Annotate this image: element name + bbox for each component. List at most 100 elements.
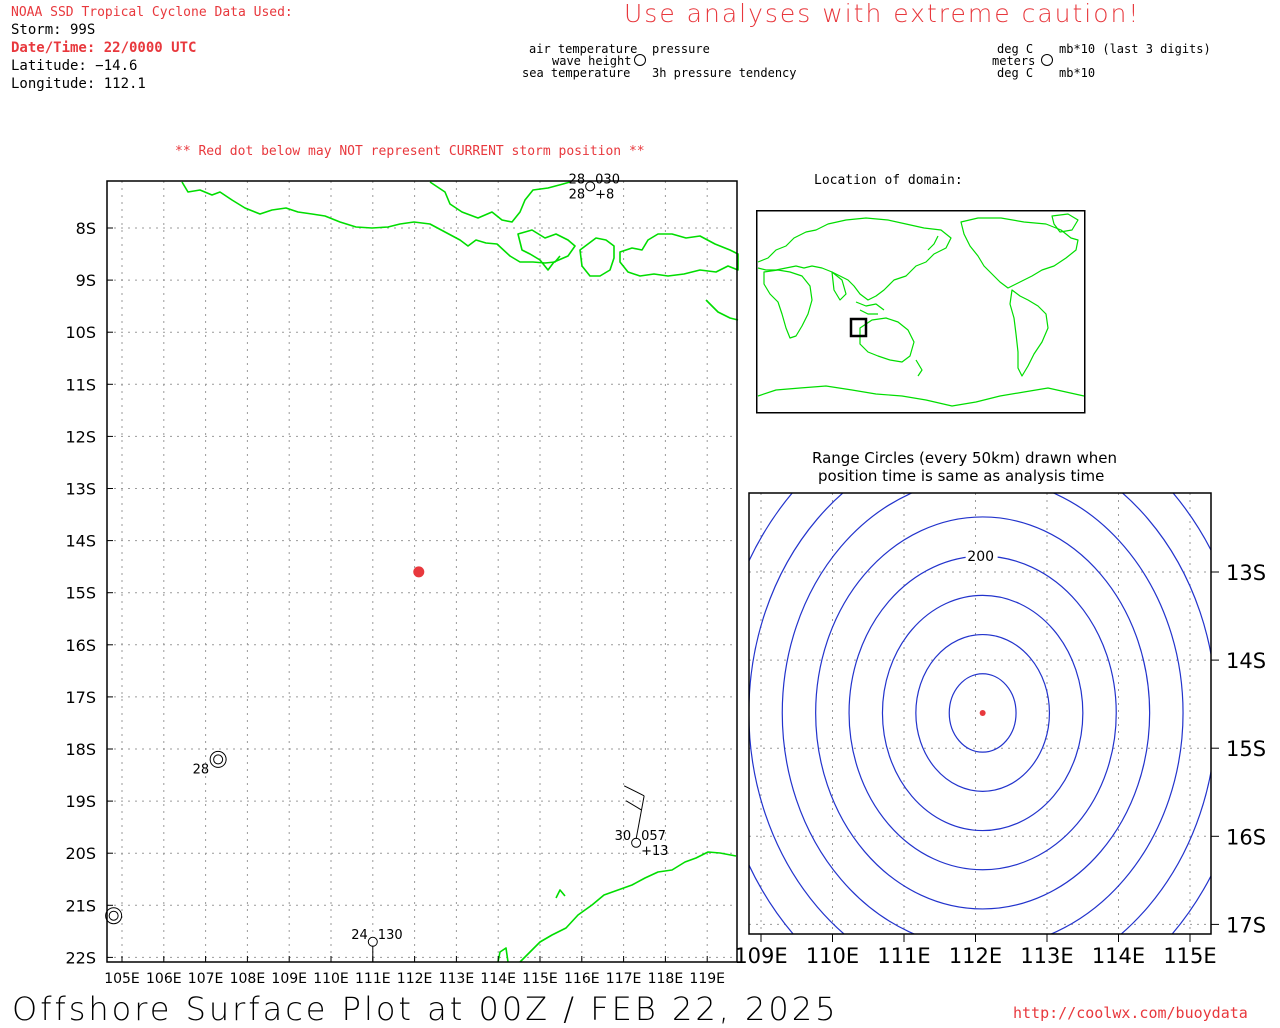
lon-tick-label: 109E — [271, 971, 307, 987]
storm-id: Storm: 99S — [11, 22, 96, 38]
storm-position-dot — [413, 566, 425, 578]
lat-tick-label: 11S — [65, 375, 96, 394]
station-pressure-tendency: +13 — [641, 844, 668, 859]
legend-air-temperature: air temperature — [529, 42, 638, 56]
range-lon-label: 111E — [877, 944, 930, 968]
lat-tick-label: 8S — [76, 219, 96, 238]
world-coastlines — [757, 213, 1085, 407]
lat-tick-label: 17S — [65, 688, 96, 707]
lon-tick-label: 116E — [564, 971, 600, 987]
lon-tick-label: 107E — [188, 971, 224, 987]
station-plot[interactable]: 30 057+13 — [615, 785, 669, 859]
lon-tick-label: 111E — [355, 971, 391, 987]
range-circle — [915, 633, 1051, 792]
legend-mb-bottom: mb*10 — [1059, 66, 1096, 80]
range-lat-label: 17S — [1226, 913, 1266, 937]
legend-mb-top: mb*10 (last 3 digits) — [1059, 42, 1211, 56]
legend-pressure-tendency: 3h pressure tendency — [652, 66, 797, 80]
range-label-background — [965, 547, 998, 564]
range-circle — [881, 594, 1084, 832]
range-lat-axis: 13S 14S 15S 16S 17S — [1211, 561, 1266, 937]
lon-tick-label: 108E — [230, 971, 266, 987]
range-lon-label: 113E — [1020, 944, 1073, 968]
caution-banner: Use analyses with extreme caution! — [624, 0, 1141, 28]
lat-tick-label: 21S — [65, 896, 96, 915]
station-outer-circle — [209, 750, 227, 768]
legend-pressure: pressure — [652, 42, 710, 56]
station-circle-icon — [1041, 54, 1053, 66]
main-map-grid — [107, 181, 737, 962]
station-circle-icon — [634, 54, 646, 66]
range-circle-label: 200 — [967, 549, 994, 565]
station-pressure: 057 — [641, 829, 666, 844]
range-lon-axis: 109E 110E 111E 112E 113E 114E 115E — [734, 934, 1217, 968]
lon-tick-label: 114E — [480, 971, 516, 987]
lon-tick-label: 115E — [522, 971, 558, 987]
lat-tick-label: 20S — [65, 844, 96, 863]
lat-tick-label: 18S — [65, 740, 96, 759]
storm-latitude: Latitude: −14.6 — [11, 58, 138, 74]
lon-tick-label: 105E — [104, 971, 140, 987]
range-lat-label: 16S — [1226, 825, 1266, 849]
range-lon-label: 112E — [949, 944, 1002, 968]
station-circle — [213, 754, 224, 765]
station-plot[interactable]: 28 030 28 +8 — [569, 172, 620, 202]
station-air-temp: 24 — [351, 928, 368, 943]
storm-longitude: Longitude: 112.1 — [11, 76, 146, 92]
lon-tick-label: 113E — [439, 971, 475, 987]
station-circle — [585, 181, 596, 192]
range-panel-frame — [748, 492, 1212, 935]
lat-tick-label: 19S — [65, 792, 96, 811]
wind-barb — [635, 795, 645, 839]
range-storm-dot — [979, 709, 986, 716]
lat-tick-label: 16S — [65, 636, 96, 655]
range-lon-label: 114E — [1092, 944, 1145, 968]
range-lat-label: 14S — [1226, 649, 1266, 673]
station-pressure: 130 — [378, 928, 403, 943]
station-outer-circle — [105, 907, 123, 925]
station-plot[interactable]: 28 — [193, 750, 227, 777]
legend-sea-temperature: sea temperature — [522, 66, 631, 80]
main-lon-axis: 105E 106E 107E 108E 109E 110E 111E 112E 113E 114E… — [104, 956, 725, 987]
station-circle — [108, 910, 119, 921]
plot-title: Offshore Surface Plot at 00Z / FEB 22, 2… — [12, 990, 839, 1028]
legend-meters: meters — [992, 54, 1036, 68]
range-circle-grid — [749, 493, 1211, 934]
source-label: NOAA SSD Tropical Cyclone Data Used: — [11, 5, 293, 20]
station-plot[interactable] — [105, 907, 123, 925]
lat-tick-label: 22S — [65, 948, 96, 967]
lat-tick-label: 13S — [65, 480, 96, 499]
lon-tick-label: 110E — [313, 971, 349, 987]
lat-tick-label: 9S — [76, 271, 96, 290]
range-lon-label: 110E — [806, 944, 859, 968]
station-pressure-tendency: +8 — [595, 187, 614, 202]
main-map-frame — [106, 180, 738, 963]
wind-barb-feather — [625, 800, 642, 811]
lat-tick-label: 12S — [65, 427, 96, 446]
range-lat-label: 13S — [1226, 561, 1266, 585]
station-sea-temp: 28 — [193, 762, 210, 777]
lon-tick-label: 106E — [146, 971, 182, 987]
storm-position-warning: ** Red dot below may NOT represent CURRE… — [175, 144, 645, 159]
range-circle — [781, 493, 1184, 934]
lon-tick-label: 112E — [397, 971, 433, 987]
range-title-line1: Range Circles (every 50km) drawn when — [812, 449, 1117, 467]
range-circle — [948, 673, 1017, 753]
legend-wave-height: wave height — [552, 54, 632, 68]
lon-tick-label: 119E — [689, 971, 725, 987]
coastline — [181, 181, 739, 963]
station-air-temp: 28 — [569, 172, 586, 187]
station-plot[interactable]: 24 130 — [351, 928, 403, 962]
station-air-temp: 30 — [615, 829, 632, 844]
wind-barb-feather — [623, 785, 645, 797]
source-url-link[interactable]: http://coolwx.com/buoydata — [1013, 1004, 1248, 1022]
analysis-datetime: Date/Time: 22/0000 UTC — [11, 40, 197, 56]
lat-tick-label: 10S — [65, 323, 96, 342]
lon-tick-label: 117E — [606, 971, 642, 987]
lat-tick-label: 14S — [65, 532, 96, 551]
legend-deg-c-bottom: deg C — [997, 66, 1034, 80]
range-circles — [749, 493, 1211, 934]
range-lon-label: 115E — [1163, 944, 1216, 968]
